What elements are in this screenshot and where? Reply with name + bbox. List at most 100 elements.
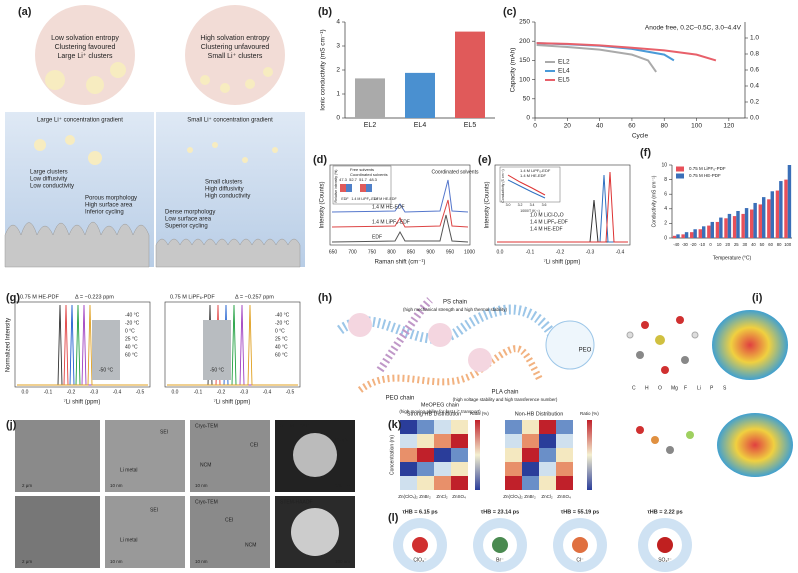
heatmap-cell — [451, 420, 468, 434]
panel-g-temps: -20 °C — [125, 320, 140, 326]
panel-labels-j: (j) — [6, 419, 17, 431]
bar — [698, 229, 702, 238]
panel-j-scales: 2 μm — [22, 483, 32, 488]
legend-label: 0.75 M HE-PDF — [689, 173, 721, 178]
panel-i-legend: Mg — [671, 385, 678, 391]
panel-i-legend: F — [684, 385, 687, 391]
panel-labels-f: (f) — [640, 147, 651, 159]
bar — [724, 218, 728, 238]
panel-k-salts: ZnCl₂ — [541, 494, 553, 499]
panel-d-inset-legend: Coordinated solvents — [350, 172, 388, 177]
panel-l-art — [393, 518, 692, 572]
panel-e-inset-xticks: 3.4 — [530, 203, 535, 207]
bar — [715, 221, 720, 238]
panel-labels-k: (k) — [388, 419, 402, 431]
panel-g-xticks: -0.5 — [286, 389, 295, 395]
panel-k-salts: ZnBr₂ — [419, 494, 431, 499]
panel-g-photo: -50 °C — [210, 367, 225, 373]
panel-d-inset-values: 51.7 — [359, 177, 368, 182]
bar — [676, 234, 680, 238]
heatmap-cell — [400, 476, 417, 490]
heatmap-cell — [434, 434, 451, 448]
bar — [684, 232, 689, 238]
panel-labels-a: (a) — [18, 6, 32, 18]
panel-d-xticks: 750 — [368, 249, 377, 255]
panel-g-xticks: -0.2 — [217, 389, 226, 395]
panel-g-photo: -50 °C — [99, 367, 114, 373]
panel-h-ps: PS chain — [443, 300, 467, 306]
panel-j-scales: 100 nm — [335, 483, 350, 488]
panel-i-legend: O — [658, 385, 662, 391]
panel-g-temps: -40 °C — [275, 312, 290, 318]
panel-j-cryo: Cryo-TEM — [195, 423, 218, 429]
y-tick-label: 6 — [664, 192, 667, 198]
panel-a-right-circle: Small Li⁺ clusters — [208, 53, 263, 60]
panel-e-inset-legend: 1.4 M HE-EDF — [520, 173, 547, 178]
heatmap-cell — [522, 448, 539, 462]
panel-j-sei: SEI — [150, 507, 158, 513]
heatmap-cell — [400, 448, 417, 462]
x-tick-label: 80 — [661, 123, 669, 130]
heatmap-cell — [522, 462, 539, 476]
legend-label: EL4 — [558, 68, 570, 75]
x-tick-label: -30 — [682, 242, 689, 247]
heatmap-cell — [417, 434, 434, 448]
bar — [762, 197, 766, 238]
panel-d-inset-groups: 1.4 M HE-EDF — [373, 197, 397, 201]
panel-d-xticks: 850 — [407, 249, 416, 255]
bar — [784, 179, 788, 238]
panel-a-right-gradient: Small Li⁺ concentration gradient — [187, 117, 273, 124]
panel-i-legend: P — [710, 385, 714, 391]
panel-d-ylabel: Intensity (Counts) — [320, 181, 326, 228]
panel-labels-h: (h) — [318, 292, 332, 304]
panel-e-xticks: -0.4 — [616, 249, 625, 255]
panel-g-temps: 25 °C — [275, 336, 288, 342]
bar — [779, 181, 783, 238]
panel-g-temps: 60 °C — [125, 352, 138, 358]
bar — [727, 213, 732, 238]
panel-d-inset-legend: Free solvents — [350, 167, 374, 172]
bar — [736, 210, 740, 238]
legend-label: EL2 — [558, 59, 570, 66]
panel-a-left-circle: Large Li⁺ clusters — [57, 53, 113, 60]
panel-k-salts: ZnBr₂ — [524, 494, 536, 499]
heatmap-cell — [505, 476, 522, 490]
y-tick-label: 1 — [336, 91, 340, 98]
bar — [702, 226, 706, 238]
bar — [405, 72, 435, 118]
panel-h-peo-label: PEO — [579, 348, 592, 354]
panel-g-left-title: 0.75 M HE-PDF — [20, 294, 59, 300]
panel-a-right-morph: Superior cycling — [165, 224, 208, 230]
heatmap-cell — [400, 434, 417, 448]
heatmap-cell — [434, 448, 451, 462]
panel-g-right-delta: Δ = −0.257 ppm — [235, 294, 274, 300]
panel-j-li: Li metal — [120, 467, 138, 473]
x-tick-label: 50 — [760, 242, 765, 247]
bar — [787, 165, 792, 238]
panel-d-inset-groups: EDF — [341, 197, 349, 201]
panel-g-xlabel: ⁷Li shift (ppm) — [64, 399, 101, 406]
panel-j-scales: 10 nm — [110, 559, 123, 564]
panel-a-left-morph: Porous morphology — [85, 196, 137, 202]
panel-d-inset-values: 48.3 — [369, 177, 378, 182]
panel-labels-i: (i) — [752, 292, 763, 304]
panel-d-inset-values: 47.3 — [339, 177, 348, 182]
panel-g-temps: -20 °C — [275, 320, 290, 326]
panel-k-salts: Zn(ClO₄)₂ — [503, 494, 523, 499]
y2-tick-label: 0.4 — [750, 83, 759, 90]
panel-g-xticks: -0.5 — [136, 389, 145, 395]
panel-d-inset-values: 52.7 — [349, 177, 358, 182]
panel-l-ions: Br⁻ — [496, 557, 504, 563]
heatmap-cell — [556, 434, 573, 448]
panel-k-salts: ZnSO₄ — [452, 494, 466, 499]
panel-l-ions: ClO₄⁻ — [413, 557, 427, 563]
panel-h-meopeg-note: (high moving ability for fast Li⁺ transp… — [399, 409, 481, 414]
panel-g-temps: -40 °C — [125, 312, 140, 318]
panel-d-note: Coordinated solvents — [432, 169, 479, 175]
panel-g-temps: 40 °C — [275, 344, 288, 350]
panel-a-right-circle: Clustering unfavoured — [201, 44, 270, 51]
panel-k-art — [400, 420, 592, 490]
x-tick-label: EL4 — [414, 122, 427, 129]
panel-j-stem: STEM-HAADF — [280, 423, 313, 429]
